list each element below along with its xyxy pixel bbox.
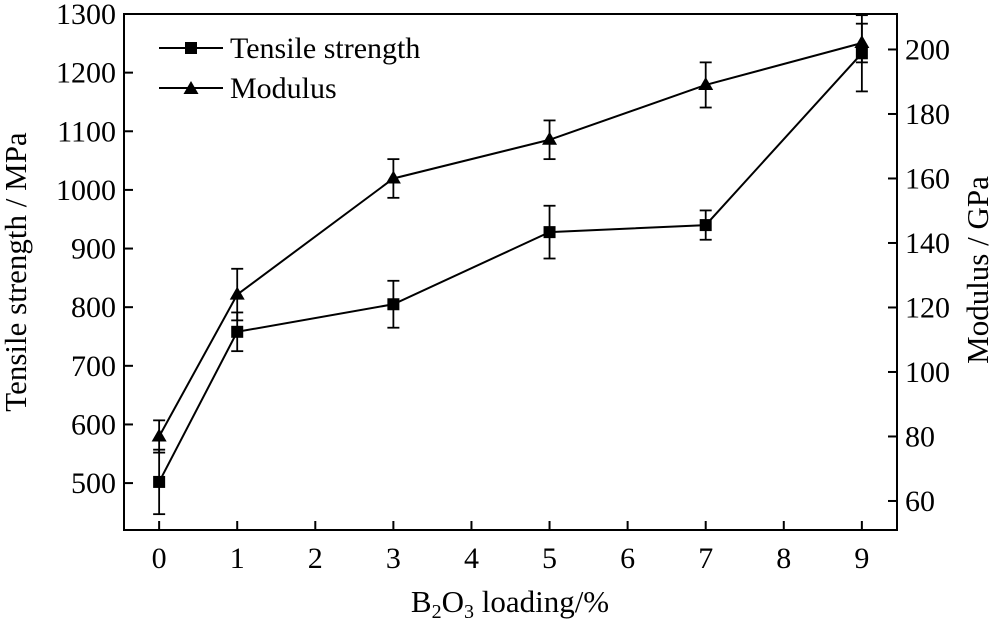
right-y-axis-title: Modulus / GPa [960,176,995,364]
series-modulus [151,22,870,454]
right-y-tick-label: 120 [905,291,950,324]
data-point-square [387,298,400,311]
x-tick-label: 0 [152,542,167,575]
left-y-tick-label: 1100 [57,115,116,148]
x-axis-ticks: 0 1 2 3 4 5 6 7 8 9 [152,521,869,575]
series-line-tensile-strength [158,52,863,483]
left-y-axis-title: Tensile strength / MPa [0,132,33,412]
series-layer [151,14,870,516]
x-tick-label: 8 [776,542,791,575]
data-point-triangle [385,170,401,184]
left-y-tick-label: 900 [71,233,116,266]
x-tick-label: 3 [386,542,401,575]
data-point-triangle [151,428,167,442]
legend-item-tensile-strength: Tensile strength [159,32,420,65]
left-y-tick-label: 1300 [56,0,116,31]
left-y-tick-label: 800 [71,291,116,324]
right-y-tick-label: 100 [905,356,950,389]
legend-label-tensile-strength: Tensile strength [230,32,420,65]
right-y-axis-ticks: 60 80 100 120 140 160 180 200 [888,33,950,518]
right-y-tick-label: 160 [905,162,950,195]
left-y-axis-ticks: 500 600 700 800 900 1000 1100 1200 1300 [56,0,133,500]
x-tick-label: 4 [464,542,479,575]
plot-frame [123,13,898,531]
x-tick-label: 6 [620,542,635,575]
x-tick-label: 9 [854,542,869,575]
series-tensile-strength [153,14,868,516]
right-y-tick-label: 60 [905,485,935,518]
data-point-square [699,219,712,232]
right-y-tick-label: 200 [905,33,950,66]
data-point-square [543,226,556,239]
data-point-triangle [542,131,558,145]
data-point-square [153,475,166,488]
series-line-modulus [158,42,863,437]
x-axis-title: B2O3 loading/% [411,584,609,621]
right-y-tick-label: 140 [905,227,950,260]
x-tick-label: 5 [542,542,557,575]
right-y-tick-label: 80 [905,420,935,453]
x-tick-label: 1 [230,542,245,575]
left-y-tick-label: 600 [71,408,116,441]
legend-item-modulus: Modulus [159,72,337,105]
legend: Tensile strength Modulus [159,32,420,105]
legend-label-modulus: Modulus [230,72,337,105]
legend-marker-triangle [183,81,199,94]
data-point-triangle [229,286,245,300]
data-point-square [231,325,244,338]
left-y-tick-label: 700 [71,350,116,383]
data-point-triangle [854,35,870,49]
x-tick-label: 2 [308,542,323,575]
left-y-tick-label: 500 [71,467,116,500]
left-y-tick-label: 1000 [56,174,116,207]
x-tick-label: 7 [698,542,713,575]
legend-marker-square [185,42,197,54]
data-point-triangle [698,76,714,90]
left-y-tick-label: 1200 [56,57,116,90]
right-y-tick-label: 180 [905,98,950,131]
